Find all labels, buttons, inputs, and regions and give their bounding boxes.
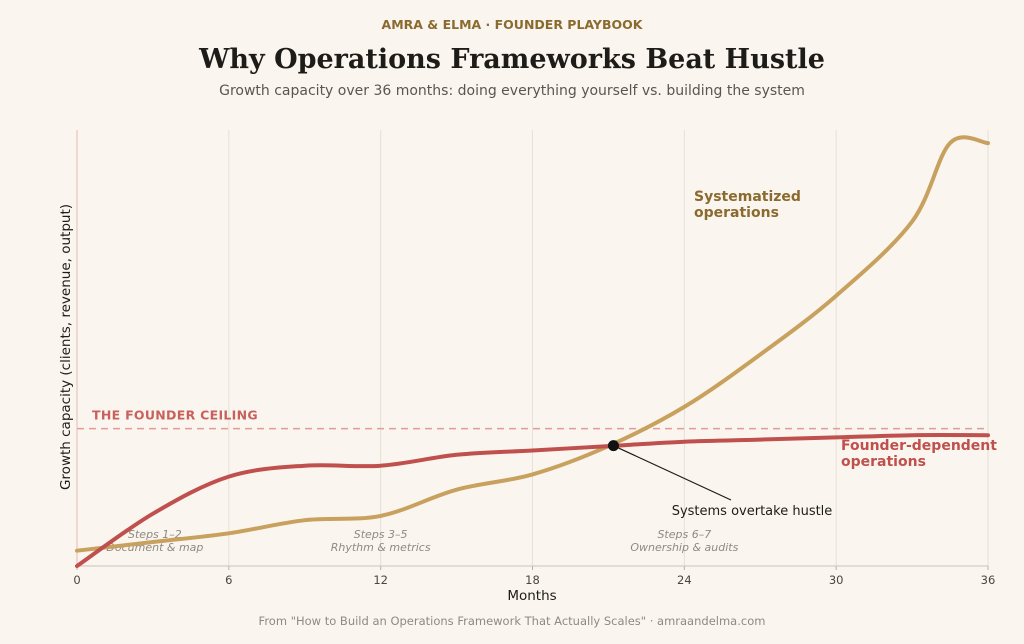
- series-labels: SystematizedoperationsFounder-dependento…: [694, 189, 997, 470]
- founder-dependent-operations-line: [75, 433, 990, 568]
- phase-annotation-desc: Ownership & audits: [630, 541, 738, 554]
- systematized-operations-line: [75, 135, 990, 553]
- x-tick-label: 24: [677, 573, 692, 587]
- chart-footer-source: From "How to Build an Operations Framewo…: [259, 614, 766, 628]
- chart-title: Why Operations Frameworks Beat Hustle: [198, 44, 825, 75]
- x-tick-label: 0: [73, 573, 80, 587]
- axes: 0 6 12 18 24 30 36: [73, 130, 995, 587]
- x-tick-label: 30: [829, 573, 844, 587]
- founder-series-label: Founder-dependent: [841, 438, 997, 454]
- founder-series-label: operations: [841, 454, 926, 470]
- x-tick-label: 18: [525, 573, 540, 587]
- systematized-series-label: operations: [694, 205, 779, 221]
- x-tick-label: 12: [373, 573, 388, 587]
- founder-ceiling: THE FOUNDER CEILING: [77, 408, 988, 430]
- x-tick-label: 6: [225, 573, 232, 587]
- phase-annotation-steps: Steps 6–7: [657, 528, 711, 541]
- gridlines: [228, 130, 989, 566]
- y-axis-title: Growth capacity (clients, revenue, outpu…: [58, 204, 74, 490]
- phase-annotation-steps: Steps 1–2: [128, 528, 182, 541]
- phase-annotation-desc: Rhythm & metrics: [331, 541, 431, 554]
- crossover-label: Systems overtake hustle: [672, 504, 833, 519]
- chart-subtitle: Growth capacity over 36 months: doing ev…: [219, 83, 805, 99]
- phase-annotation-steps: Steps 3–5: [354, 528, 408, 541]
- crossover-leader-line: [613, 445, 732, 501]
- chart-kicker: AMRA & ELMA · FOUNDER PLAYBOOK: [382, 17, 644, 32]
- ceiling-label: THE FOUNDER CEILING: [92, 408, 258, 423]
- series-lines: [75, 135, 990, 568]
- crossover-callout: Systems overtake hustle: [607, 440, 833, 519]
- x-tick-label: 36: [981, 573, 996, 587]
- x-axis-title: Months: [507, 588, 556, 604]
- systematized-series-label: Systematized: [694, 189, 801, 205]
- crossover-point: [607, 440, 619, 452]
